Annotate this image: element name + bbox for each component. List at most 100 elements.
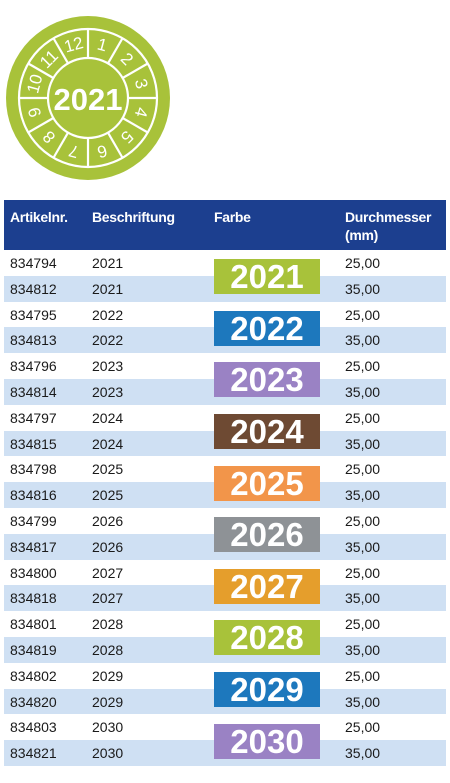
cell-durchmesser: 25,00 bbox=[345, 461, 381, 478]
cell-beschriftung: 2026 bbox=[92, 538, 124, 555]
header-durchmesser-unit: (mm) bbox=[345, 227, 379, 243]
cell-beschriftung: 2023 bbox=[92, 383, 124, 400]
cell-beschriftung: 2022 bbox=[92, 306, 124, 323]
year-group-2027: 834800 2027 25,00 834818 2027 35,00 2027 bbox=[4, 559, 446, 612]
cell-artikelnr: 834817 bbox=[10, 538, 57, 555]
cell-durchmesser: 35,00 bbox=[345, 487, 381, 504]
cell-beschriftung: 2023 bbox=[92, 358, 124, 375]
cell-beschriftung: 2024 bbox=[92, 409, 124, 426]
cell-durchmesser: 25,00 bbox=[345, 667, 381, 684]
cell-artikelnr: 834802 bbox=[10, 667, 57, 684]
cell-beschriftung: 2030 bbox=[92, 719, 124, 736]
cell-beschriftung: 2025 bbox=[92, 461, 124, 478]
year-group-2028: 834801 2028 25,00 834819 2028 35,00 2028 bbox=[4, 611, 446, 663]
year-group-2021: 834794 2021 25,00 834812 2021 35,00 2021 bbox=[4, 250, 446, 302]
cell-artikelnr: 834821 bbox=[10, 745, 57, 762]
cell-durchmesser: 35,00 bbox=[345, 641, 381, 658]
cell-durchmesser: 25,00 bbox=[345, 306, 381, 323]
cell-artikelnr: 834812 bbox=[10, 280, 57, 297]
sticker-spoke bbox=[107, 37, 124, 64]
cell-artikelnr: 834819 bbox=[10, 641, 57, 658]
sticker-spokes bbox=[19, 29, 157, 167]
color-swatch-2022: 2022 bbox=[214, 310, 320, 346]
color-swatch-2025: 2025 bbox=[214, 465, 320, 501]
cell-durchmesser: 25,00 bbox=[345, 512, 381, 529]
header-durchmesser-line1: Durchmesser bbox=[345, 209, 432, 225]
cell-durchmesser: 35,00 bbox=[345, 538, 381, 555]
cell-beschriftung: 2027 bbox=[92, 590, 124, 607]
cell-artikelnr: 834794 bbox=[10, 255, 57, 271]
cell-durchmesser: 35,00 bbox=[345, 280, 381, 297]
cell-durchmesser: 35,00 bbox=[345, 745, 381, 762]
sticker-month-10: 10 bbox=[23, 72, 46, 95]
year-group-2026: 834799 2026 25,00 834817 2026 35,00 2026 bbox=[4, 507, 446, 560]
cell-durchmesser: 25,00 bbox=[345, 616, 381, 633]
sticker-spoke bbox=[122, 117, 149, 134]
table-row: 834800 2027 25,00 bbox=[4, 559, 446, 586]
product-table: Artikelnr. Beschriftung Farbe Durchmesse… bbox=[4, 200, 446, 766]
table-body: 834794 2021 25,00 834812 2021 35,00 2021 834795… bbox=[4, 250, 446, 766]
cell-beschriftung: 2028 bbox=[92, 641, 124, 658]
cell-beschriftung: 2025 bbox=[92, 487, 124, 504]
cell-durchmesser: 25,00 bbox=[345, 358, 381, 375]
table-header: Artikelnr. Beschriftung Farbe Durchmesse… bbox=[4, 200, 446, 250]
year-group-2023: 834796 2023 25,00 834814 2023 35,00 2023 bbox=[4, 353, 446, 405]
sticker-month-12: 12 bbox=[62, 33, 85, 56]
cell-beschriftung: 2028 bbox=[92, 616, 124, 633]
cell-beschriftung: 2022 bbox=[92, 332, 124, 349]
cell-durchmesser: 35,00 bbox=[345, 332, 381, 349]
header-farbe: Farbe bbox=[214, 209, 251, 225]
color-swatch-2029: 2029 bbox=[214, 672, 320, 708]
cell-beschriftung: 2024 bbox=[92, 435, 124, 452]
sticker-month-3: 3 bbox=[131, 77, 152, 91]
cell-beschriftung: 2026 bbox=[92, 512, 124, 529]
color-swatch-2021: 2021 bbox=[214, 259, 320, 295]
year-group-2022: 834795 2022 25,00 834813 2022 35,00 2022 bbox=[4, 301, 446, 354]
cell-artikelnr: 834796 bbox=[10, 358, 57, 375]
cell-artikelnr: 834800 bbox=[10, 564, 57, 581]
year-group-2030: 834803 2030 25,00 834821 2030 35,00 2030 bbox=[4, 714, 446, 766]
cell-beschriftung: 2021 bbox=[92, 280, 124, 297]
cell-durchmesser: 25,00 bbox=[345, 719, 381, 736]
cell-durchmesser: 25,00 bbox=[345, 564, 381, 581]
cell-beschriftung: 2027 bbox=[92, 564, 124, 581]
year-group-2025: 834798 2025 25,00 834816 2025 35,00 2025 bbox=[4, 456, 446, 508]
sticker-month-6: 6 bbox=[95, 141, 109, 162]
sticker-month-1: 1 bbox=[95, 34, 109, 55]
cell-artikelnr: 834820 bbox=[10, 693, 57, 710]
cell-artikelnr: 834814 bbox=[10, 383, 57, 400]
header-artikelnr: Artikelnr. bbox=[10, 209, 68, 225]
sticker-spoke bbox=[52, 37, 69, 64]
sticker-spoke bbox=[52, 132, 69, 159]
cell-beschriftung: 2029 bbox=[92, 693, 124, 710]
cell-beschriftung: 2021 bbox=[92, 255, 124, 271]
color-swatch-2030: 2030 bbox=[214, 723, 320, 759]
cell-beschriftung: 2030 bbox=[92, 745, 124, 762]
cell-artikelnr: 834801 bbox=[10, 616, 57, 633]
cell-artikelnr: 834795 bbox=[10, 306, 57, 323]
cell-artikelnr: 834798 bbox=[10, 461, 57, 478]
cell-beschriftung: 2029 bbox=[92, 667, 124, 684]
year-group-2024: 834797 2024 25,00 834815 2024 35,00 2024 bbox=[4, 404, 446, 457]
cell-durchmesser: 25,00 bbox=[345, 255, 381, 271]
sticker-spoke bbox=[107, 132, 124, 159]
cell-artikelnr: 834799 bbox=[10, 512, 57, 529]
sticker-disc bbox=[6, 16, 170, 180]
cell-durchmesser: 35,00 bbox=[345, 435, 381, 452]
color-swatch-2023: 2023 bbox=[214, 362, 320, 398]
color-swatch-2026: 2026 bbox=[214, 517, 320, 553]
cell-durchmesser: 35,00 bbox=[345, 590, 381, 607]
cell-artikelnr: 834803 bbox=[10, 719, 57, 736]
color-swatch-2028: 2028 bbox=[214, 620, 320, 656]
cell-durchmesser: 25,00 bbox=[345, 409, 381, 426]
cell-artikelnr: 834797 bbox=[10, 409, 57, 426]
year-group-2029: 834802 2029 25,00 834820 2029 35,00 2029 bbox=[4, 662, 446, 715]
cell-artikelnr: 834818 bbox=[10, 590, 57, 607]
sticker-year: 2021 bbox=[54, 82, 123, 117]
cell-durchmesser: 35,00 bbox=[345, 693, 381, 710]
sticker-spoke bbox=[122, 62, 149, 79]
sticker-spoke bbox=[27, 62, 54, 79]
header-durchmesser: Durchmesser (mm) bbox=[345, 208, 432, 244]
color-swatch-2027: 2027 bbox=[214, 568, 320, 604]
cell-artikelnr: 834815 bbox=[10, 435, 57, 452]
